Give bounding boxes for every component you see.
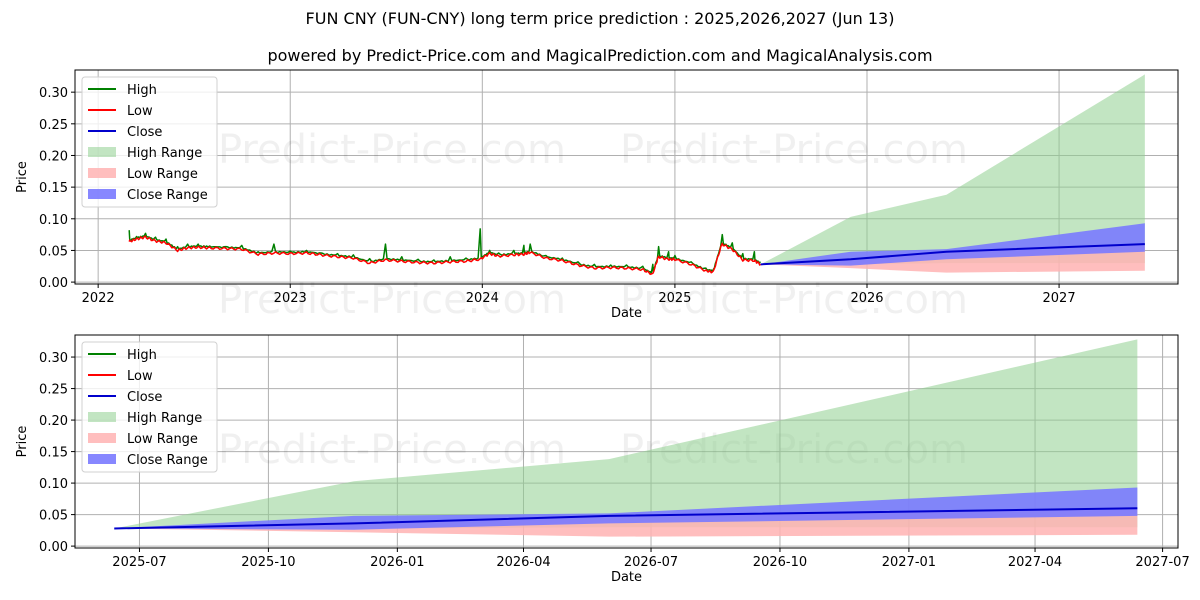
y-tick-label: 0.15 [39, 181, 68, 196]
x-axis-label: Date [611, 570, 642, 585]
legend-swatch-patch [88, 147, 116, 157]
chart-title: FUN CNY (FUN-CNY) long term price predic… [305, 9, 895, 28]
y-axis-label: Price [15, 426, 30, 458]
y-tick-label: 0.30 [39, 351, 68, 366]
close-range-band [760, 223, 1145, 266]
x-tick-label: 2025-10 [241, 555, 295, 570]
legend-item-high: High [127, 83, 157, 98]
legend-item-close-range: Close Range [127, 188, 208, 203]
legend-item-close: Close [127, 390, 162, 405]
x-tick-label: 2024 [466, 291, 499, 306]
y-tick-label: 0.20 [39, 414, 68, 429]
chart-subtitle: powered by Predict-Price.com and Magical… [267, 46, 933, 65]
y-tick-label: 0.00 [39, 276, 68, 291]
legend-item-low: Low [127, 104, 153, 119]
y-tick-label: 0.25 [39, 383, 68, 398]
y-tick-label: 0.05 [39, 244, 68, 259]
close-line [760, 243, 1145, 266]
x-tick-label: 2026-04 [496, 555, 550, 570]
watermark-text: Predict-Price.com [620, 277, 968, 323]
y-tick-label: 0.00 [39, 540, 68, 555]
x-tick-label: 2022 [82, 291, 115, 306]
legend-swatch-patch [88, 189, 116, 199]
legend-item-close: Close [127, 125, 162, 140]
legend-item-close-range: Close Range [127, 453, 208, 468]
low-line [128, 235, 762, 276]
legend-item-low-range: Low Range [127, 167, 198, 182]
legend-swatch-patch [88, 454, 116, 464]
watermark-text: Predict-Price.com [620, 127, 968, 173]
x-tick-label: 2027 [1043, 291, 1076, 306]
watermark-text: Predict-Price.com [218, 127, 566, 173]
high-line [128, 228, 761, 275]
legend-item-high-range: High Range [127, 146, 202, 161]
x-tick-label: 2023 [274, 291, 307, 306]
x-tick-label: 2027-04 [1008, 555, 1062, 570]
y-tick-label: 0.30 [39, 86, 68, 101]
watermark-text: Predict-Price.com [218, 277, 566, 323]
legend-swatch-patch [88, 433, 116, 443]
legend: High Low Close High Range Low Range Close Ran… [81, 341, 218, 473]
y-tick-label: 0.10 [39, 477, 68, 492]
x-tick-label: 2027-01 [882, 555, 936, 570]
legend-swatch-patch [88, 168, 116, 178]
axes-frame [74, 69, 1179, 285]
y-tick-label: 0.25 [39, 118, 68, 133]
x-tick-label: 2025 [658, 291, 691, 306]
close-range-band [114, 487, 1138, 530]
y-axis-label: Price [15, 161, 30, 193]
x-tick-label: 2027-07 [1135, 555, 1189, 570]
legend: High Low Close High Range Low Range Close Ran… [81, 76, 218, 208]
y-tick-label: 0.15 [39, 446, 68, 461]
forecast-detail-chart: Predict-Price.comPredict-Price.com0.000.… [15, 334, 1190, 585]
legend-item-high: High [127, 348, 157, 363]
legend-swatch-patch [88, 412, 116, 422]
y-tick-label: 0.05 [39, 509, 68, 524]
axes-frame [74, 334, 1179, 549]
x-tick-label: 2025-07 [112, 555, 166, 570]
x-tick-label: 2026 [850, 291, 883, 306]
legend-item-high-range: High Range [127, 411, 202, 426]
high-range-band [760, 74, 1145, 265]
x-axis-label: Date [611, 306, 642, 321]
legend-item-low: Low [127, 369, 153, 384]
legend-item-low-range: Low Range [127, 432, 198, 447]
long-term-chart: Predict-Price.com Predict-Price.com Predic… [15, 69, 1179, 323]
x-tick-label: 2026-01 [370, 555, 424, 570]
x-tick-label: 2026-07 [624, 555, 678, 570]
close-line [114, 507, 1138, 530]
y-tick-label: 0.10 [39, 213, 68, 228]
x-tick-label: 2026-10 [753, 555, 807, 570]
watermark-text: Predict-Price.com [218, 427, 566, 473]
y-tick-label: 0.20 [39, 149, 68, 164]
high-range-band [114, 339, 1138, 529]
